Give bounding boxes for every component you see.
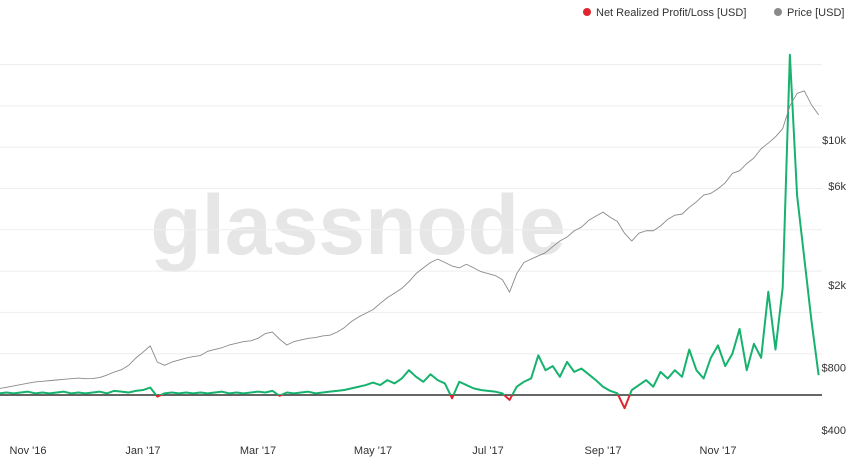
y2-tick-label: $10k [822, 135, 846, 147]
y2-tick-label: $2k [828, 280, 846, 292]
price-line [0, 90, 819, 389]
x-tick-label: Nov '16 [10, 445, 47, 457]
watermark: glassnode [150, 178, 565, 272]
x-tick-label: Nov '17 [700, 445, 737, 457]
legend-marker [583, 8, 591, 16]
legend-marker [774, 8, 782, 16]
x-tick-label: Jul '17 [472, 445, 503, 457]
y2-tick-label: $400 [822, 425, 846, 437]
x-tick-label: Jan '17 [125, 445, 160, 457]
profit-loss-line [0, 53, 820, 410]
legend-label: Net Realized Profit/Loss [USD] [596, 7, 746, 19]
x-tick-label: May '17 [354, 445, 392, 457]
legend-label: Price [USD] [787, 7, 844, 19]
y2-tick-label: $800 [822, 363, 846, 375]
y2-tick-label: $6k [828, 181, 846, 193]
x-tick-label: Mar '17 [240, 445, 276, 457]
x-tick-label: Sep '17 [585, 445, 622, 457]
